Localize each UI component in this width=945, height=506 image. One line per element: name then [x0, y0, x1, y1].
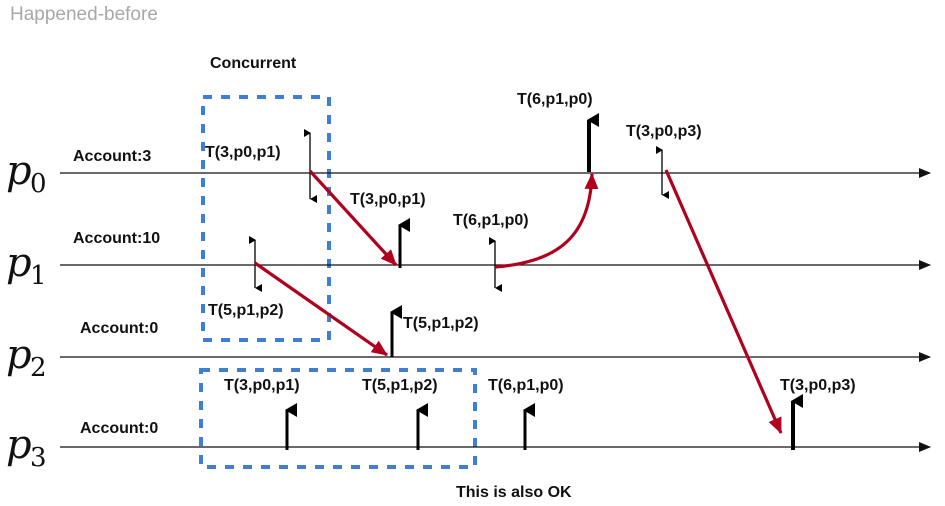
svg-text:0: 0 — [30, 169, 47, 199]
svg-text:3: 3 — [30, 443, 47, 473]
event-label-p0-recv-t6p1p0: T(6,p1,p0) — [517, 91, 593, 108]
account-label-p1: Account:10 — [73, 230, 160, 247]
slide-title: Happened-before — [10, 4, 158, 25]
event-label-p1-recv-t3p0p1: T(3,p0,p1) — [350, 191, 426, 208]
message-t6p1p0-to-p0 — [494, 173, 599, 269]
event-label-p1-send-t6p1p0: T(6,p1,p0) — [453, 212, 529, 229]
process-label-p0: p0 — [6, 148, 47, 199]
process-label-p2: p2 — [6, 332, 47, 383]
event-label-p0-send-t3p0p3: T(3,p0,p3) — [626, 123, 702, 140]
event-label-p2-recv-t5p1p2: T(5,p1,p2) — [403, 315, 479, 332]
event-label-p3-recv-t3p0p1: T(3,p0,p1) — [224, 377, 300, 394]
message-t5p1p2-to-p2 — [254, 261, 388, 357]
svg-text:p: p — [6, 422, 32, 468]
also-ok-caption: This is also OK — [456, 484, 572, 501]
account-label-p3: Account:0 — [80, 420, 158, 437]
svg-text:p: p — [6, 332, 32, 378]
svg-text:p: p — [6, 148, 32, 194]
concurrent-caption: Concurrent — [210, 55, 297, 72]
account-label-p2: Account:0 — [80, 320, 158, 337]
svg-text:1: 1 — [30, 261, 47, 291]
also-ok-box — [199, 368, 477, 469]
concurrent-box — [201, 95, 331, 342]
event-label-p3-recv-t6p1p0: T(6,p1,p0) — [488, 377, 564, 394]
svg-text:2: 2 — [30, 353, 47, 383]
svg-text:p: p — [6, 240, 32, 286]
message-t3p0p3-to-p3 — [664, 169, 783, 434]
event-label-p3-recv-t5p1p2: T(5,p1,p2) — [362, 377, 438, 394]
process-label-p1: p1 — [6, 240, 47, 291]
event-label-p0-send-t3p0p1: T(3,p0,p1) — [205, 144, 281, 161]
account-label-p0: Account:3 — [73, 148, 151, 165]
event-label-p3-recv-t3p0p3: T(3,p0,p3) — [780, 377, 856, 394]
process-label-p3: p3 — [6, 422, 47, 473]
event-label-p1-send-t5p1p2: T(5,p1,p2) — [208, 302, 284, 319]
message-t3p0p1-to-p1 — [308, 169, 398, 267]
